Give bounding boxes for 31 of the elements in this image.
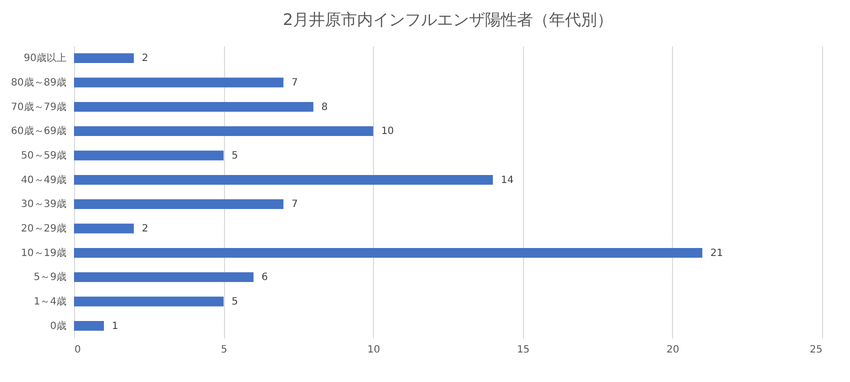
y-tick-label: 70歳～79歳 [11,100,66,113]
data-label: 8 [321,102,328,113]
x-tick-label: 25 [810,344,822,356]
y-tick-label: 80歳～89歳 [11,76,66,88]
y-tick-label: 50～59歳 [21,150,66,162]
chart-title: 2月井原市内インフルエンザ陽性者（年代別） [282,10,614,29]
y-tick-label: 30～39歳 [21,198,66,210]
y-tick-label: 60歳～69歳 [11,125,66,138]
data-label: 5 [232,150,238,162]
y-tick-label: 0歳 [50,320,66,332]
x-tick-label: 15 [516,344,530,356]
data-label: 2 [142,53,148,64]
y-tick-label: 40～49歳 [21,174,66,186]
x-tick-label: 10 [367,344,380,356]
data-label: 2 [142,224,148,234]
data-label: 14 [500,174,514,186]
data-label: 7 [291,199,298,210]
y-tick-label: 20～29歳 [21,222,66,234]
x-tick-label: 5 [220,344,228,356]
data-label: 10 [381,126,394,138]
data-label: 7 [291,78,298,88]
data-label: 1 [112,320,118,332]
data-label: 6 [262,272,268,284]
data-label: 5 [232,296,238,308]
y-tick-label: 5～9歳 [34,271,66,284]
y-tick-label: 1～4歳 [34,296,66,308]
data-label: 21 [710,248,724,259]
y-tick-label: 90歳以上 [24,52,66,64]
x-tick-label: 0 [74,344,81,356]
x-tick-label: 20 [666,344,680,356]
y-tick-label: 10～19歳 [21,246,66,259]
